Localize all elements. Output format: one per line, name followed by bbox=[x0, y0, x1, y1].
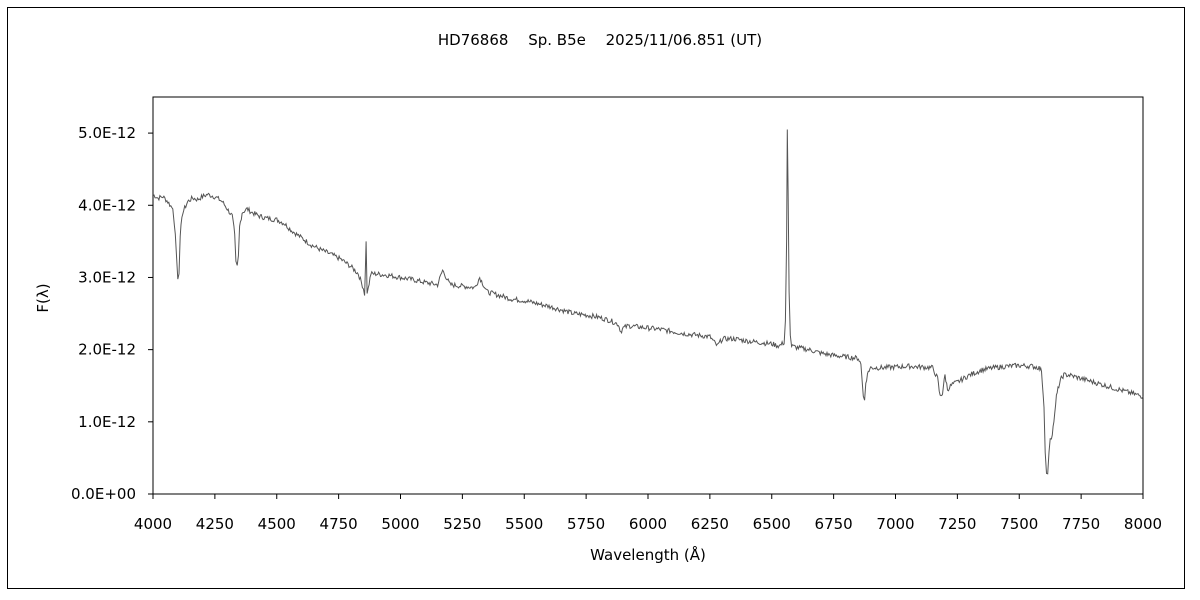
chart-title: HD76868 Sp. B5e 2025/11/06.851 (UT) bbox=[438, 31, 762, 49]
y-axis: 0.0E+00 1.0E-12 2.0E-12 3.0E-12 4.0E-12 5.0E-… bbox=[71, 124, 153, 503]
x-tick-label: 7250 bbox=[938, 515, 976, 533]
x-tick-label: 8000 bbox=[1124, 515, 1162, 533]
x-tick-label: 5250 bbox=[443, 515, 481, 533]
y-tick-label: 1.0E-12 bbox=[78, 413, 136, 431]
x-tick-label: 7000 bbox=[876, 515, 914, 533]
x-tick-label: 6750 bbox=[815, 515, 853, 533]
x-tick-label: 6000 bbox=[629, 515, 667, 533]
series-layer bbox=[152, 129, 1144, 475]
x-tick-label: 5000 bbox=[381, 515, 419, 533]
y-tick-label: 4.0E-12 bbox=[78, 196, 136, 214]
x-tick-label: 4250 bbox=[196, 515, 234, 533]
y-tick-label: 5.0E-12 bbox=[78, 124, 136, 142]
x-tick-label: 7750 bbox=[1062, 515, 1100, 533]
x-tick-label: 4000 bbox=[134, 515, 172, 533]
y-tick-label: 0.0E+00 bbox=[71, 485, 136, 503]
x-tick-label: 5500 bbox=[505, 515, 543, 533]
x-tick-label: 4750 bbox=[320, 515, 358, 533]
y-tick-label: 2.0E-12 bbox=[78, 341, 136, 359]
x-tick-label: 6500 bbox=[753, 515, 791, 533]
x-tick-label: 6250 bbox=[691, 515, 729, 533]
y-axis-label: F(λ) bbox=[34, 283, 52, 312]
y-tick-label: 3.0E-12 bbox=[78, 268, 136, 286]
x-axis: 4000 4250 4500 4750 5000 5250 5500 5750 6000 6250… bbox=[134, 494, 1162, 533]
plot-area bbox=[152, 96, 1144, 495]
spectrum-line bbox=[152, 129, 1144, 475]
x-tick-label: 7500 bbox=[1000, 515, 1038, 533]
x-tick-label: 4500 bbox=[258, 515, 296, 533]
x-tick-label: 5750 bbox=[567, 515, 605, 533]
x-axis-label: Wavelength (Å) bbox=[590, 545, 706, 564]
